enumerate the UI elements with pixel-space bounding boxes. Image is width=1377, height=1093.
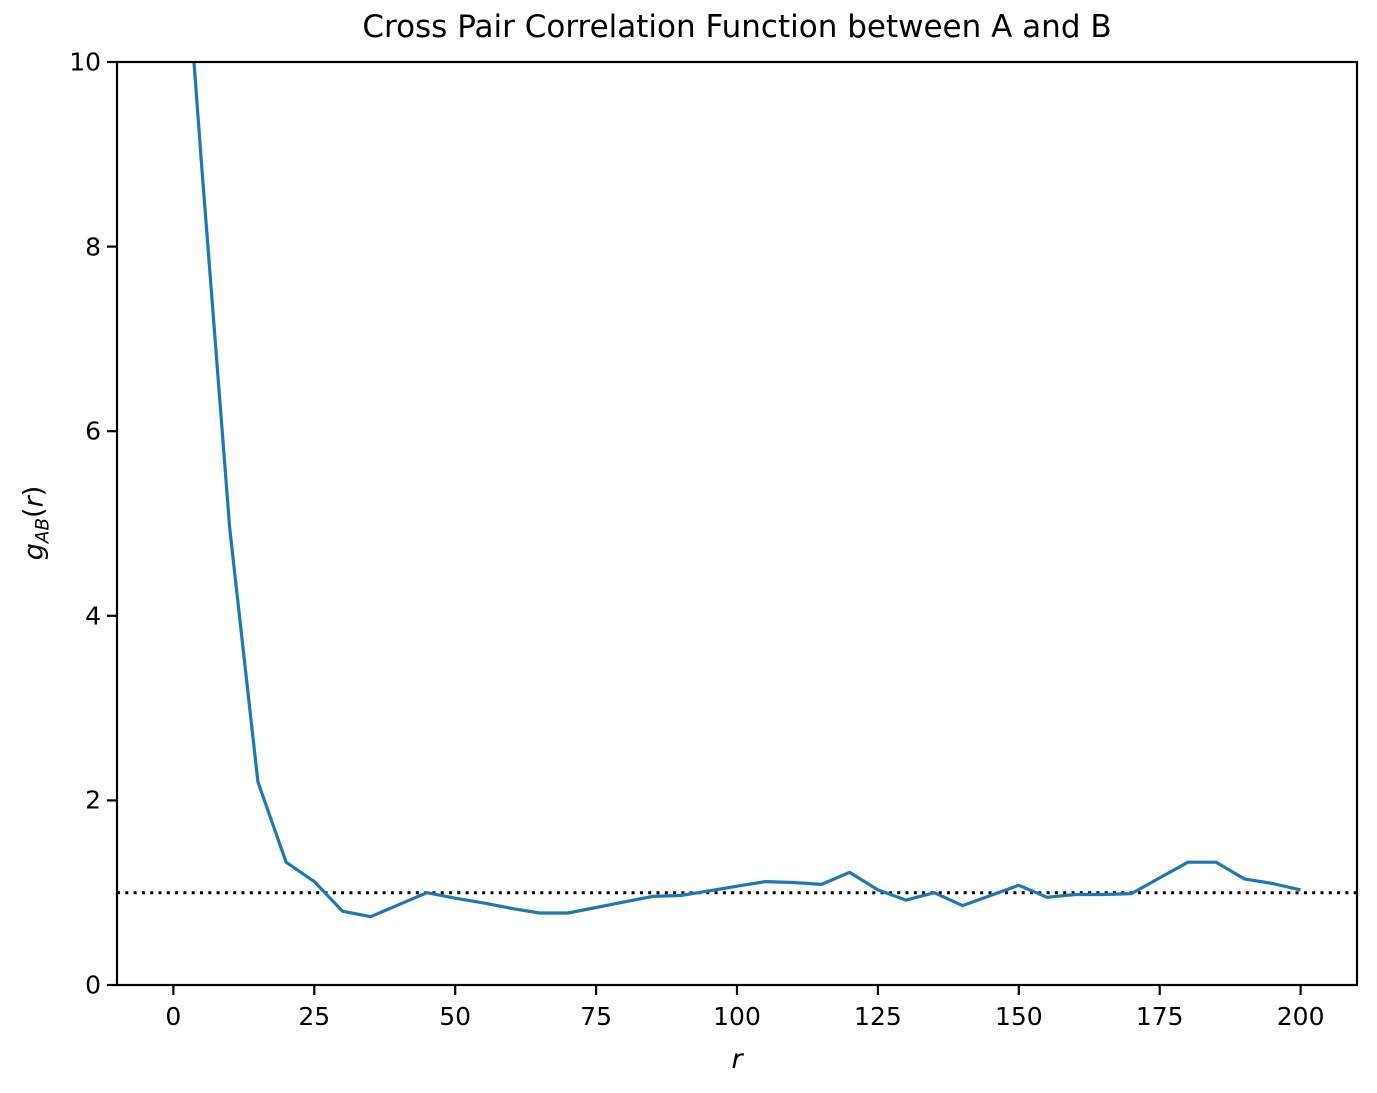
y-label-base: g [18, 543, 50, 561]
plot-border [115, 60, 1359, 987]
x-tick-label: 150 [994, 1002, 1043, 1031]
x-tick-marks [172, 985, 1302, 995]
y-tick-label: 0 [85, 970, 101, 1000]
x-tick-label: 200 [1276, 1002, 1325, 1031]
y-tick-label: 4 [85, 601, 101, 631]
data-line [192, 62, 1301, 919]
x-tick-label: 175 [1135, 1002, 1184, 1031]
x-tick-label: 50 [439, 1002, 472, 1031]
y-label-open-paren: ( [18, 507, 50, 518]
y-tick-label: 2 [85, 785, 101, 815]
y-tick-label: 10 [69, 47, 101, 77]
x-tick-label: 100 [713, 1002, 761, 1031]
y-tick-marks [107, 60, 117, 987]
y-label-subscript: AB [32, 517, 54, 544]
x-tick-label: 25 [298, 1002, 331, 1031]
chart-title: Cross Pair Correlation Function between … [362, 9, 1112, 45]
x-axis-label: r [731, 1044, 743, 1075]
y-tick-label: 6 [85, 416, 101, 446]
x-tick-label: 75 [580, 1002, 612, 1031]
x-tick-label: 0 [165, 1002, 182, 1031]
x-tick-label: 125 [854, 1002, 902, 1031]
y-label-arg: r [18, 496, 50, 508]
y-tick-label: 8 [85, 232, 101, 262]
y-axis-label: gAB(r) [18, 486, 53, 561]
y-label-close-paren: ) [18, 485, 50, 497]
